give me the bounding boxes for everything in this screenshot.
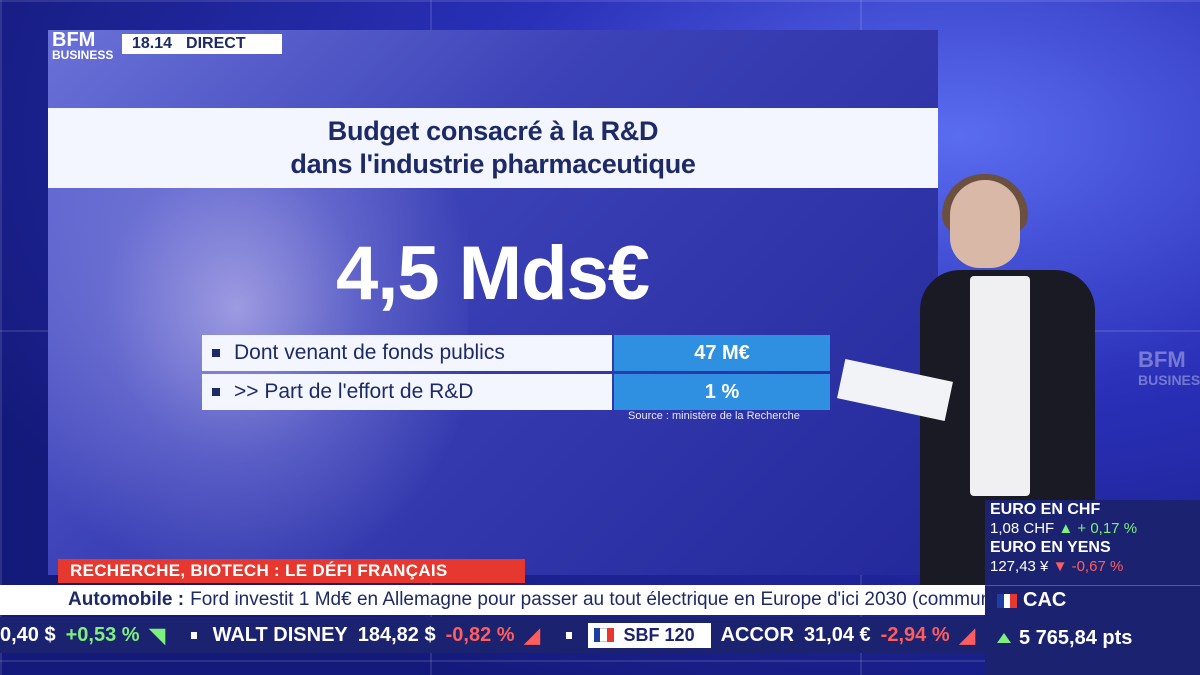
french-flag-icon: [593, 628, 614, 642]
graphic-title-line1: Budget consacré à la R&D: [327, 116, 659, 146]
stat-row-label: >> Part de l'effort de R&D: [234, 380, 474, 403]
bfm-watermark: BFM BUSINESS: [1138, 347, 1200, 390]
index-badge: SBF 120: [587, 622, 711, 648]
separator-icon: [190, 631, 197, 639]
fx-yen-title: EURO EN YENS: [990, 539, 1111, 556]
ticker-item1-price: 184,82 $: [357, 623, 436, 646]
live-label: DIRECT: [186, 35, 246, 52]
cac-label: CAC: [1023, 589, 1067, 611]
triangle-down-icon: ◢: [524, 624, 540, 647]
ticker-item1-name: WALT DISNEY: [212, 623, 348, 646]
stat-row-value: 47 M€: [614, 335, 830, 371]
fx-yen-line: 127,43 ¥ ▼ -0,67 %: [985, 558, 1200, 576]
index-badge-label: SBF 120: [623, 624, 695, 645]
separator-icon: [565, 631, 572, 639]
cac-label-row: CAC: [985, 585, 1200, 615]
fx-chf-title: EURO EN CHF: [990, 501, 1101, 518]
triangle-down-icon: ▼: [1052, 558, 1068, 575]
presenter-shirt: [970, 276, 1030, 496]
watermark-bottom: BUSINESS: [1138, 372, 1200, 388]
logo-text-bottom: BUSINESS: [52, 48, 114, 62]
triangle-down-icon: ◢: [959, 624, 975, 647]
stat-row-label-box: >> Part de l'effort de R&D: [202, 374, 612, 410]
triangle-up-icon: ▲: [1058, 520, 1074, 537]
source-note: Source : ministère de la Recherche: [628, 410, 800, 422]
presenter-face: [950, 180, 1020, 268]
topic-banner: RECHERCHE, BIOTECH : LE DÉFI FRANÇAIS: [58, 559, 525, 583]
watermark-top: BFM: [1138, 347, 1186, 372]
stat-row-label: Dont venant de fonds publics: [234, 341, 505, 364]
triangle-up-icon: ◥: [149, 624, 165, 647]
ticker-lead-change: +0,53 %: [65, 623, 140, 646]
fx-chf-value: 1,08 CHF: [990, 520, 1055, 537]
cac-value: 5 765,84 pts: [1019, 626, 1133, 649]
clock-time: 18.14: [132, 35, 173, 52]
french-flag-icon: [997, 593, 1018, 608]
logo-text-top: BFM: [52, 29, 96, 51]
stat-row-value: 1 %: [614, 374, 830, 410]
live-clock-badge: 18.14 DIRECT: [122, 34, 282, 54]
bullet-icon: [212, 388, 220, 396]
fx-yen-value: 127,43 ¥: [990, 558, 1049, 575]
ticker-item2-price: 31,04 €: [803, 623, 871, 646]
fx-chf-line: 1,08 CHF ▲ + 0,17 %: [985, 520, 1200, 538]
ticker-item2-name: ACCOR: [720, 623, 794, 646]
news-text: Ford investit 1 Md€ en Allemagne pour pa…: [190, 589, 985, 610]
stat-row-label-box: Dont venant de fonds publics: [202, 335, 612, 371]
channel-logo: BFM BUSINESS: [52, 29, 114, 63]
ticker-lead-price: 0,40 $: [0, 623, 56, 646]
stock-ticker: 0,40 $ +0,53 % ◥ WALT DISNEY 184,82 $ -0…: [0, 617, 985, 653]
bullet-icon: [212, 349, 220, 357]
stat-row: >> Part de l'effort de R&D 1 %: [202, 374, 830, 410]
info-graphic-screen: Budget consacré à la R&D dans l'industri…: [48, 30, 938, 575]
graphic-title-line2: dans l'industrie pharmaceutique: [290, 149, 696, 179]
ticker-item2-change: -2,94 %: [880, 623, 950, 646]
fx-yen-change: -0,67 %: [1071, 558, 1124, 575]
ticker-item1-change: -0,82 %: [445, 623, 515, 646]
fx-chf-change: + 0,17 %: [1077, 520, 1138, 537]
cac-value-row: 5 765,84 pts: [985, 620, 1200, 656]
news-category: Automobile :: [68, 589, 185, 610]
news-ticker: Automobile : Ford investit 1 Md€ en Alle…: [0, 585, 985, 615]
stat-row: Dont venant de fonds publics 47 M€: [202, 335, 830, 371]
fx-panel: EURO EN CHF 1,08 CHF ▲ + 0,17 % EURO EN …: [985, 500, 1200, 675]
headline-value: 4,5 Mds€: [336, 231, 650, 316]
graphic-title-band: Budget consacré à la R&D dans l'industri…: [48, 108, 938, 188]
arrow-up-icon: [997, 633, 1011, 643]
